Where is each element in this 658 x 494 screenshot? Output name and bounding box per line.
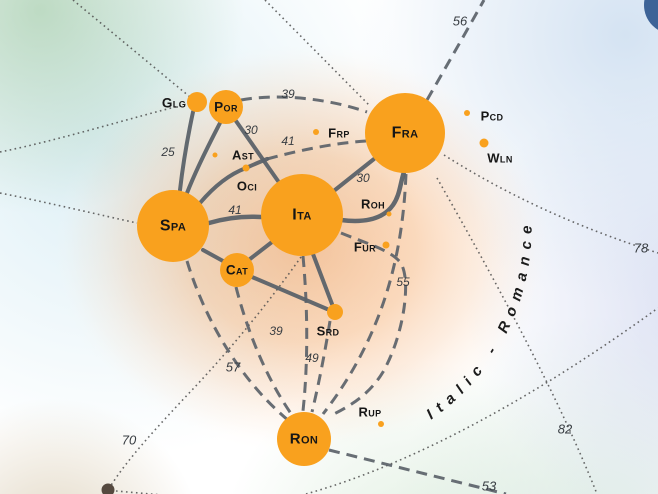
foreign-node-top-right [644, 0, 658, 30]
edge-fra-ron [321, 173, 408, 415]
edge-ita-ron [301, 255, 309, 412]
edge-spa-ita [206, 214, 264, 226]
edge-fra-ron-distance-label: 55 [396, 275, 410, 289]
edge-spa-ron-distance-label: 57 [226, 360, 241, 375]
boundary-fra-southeast [436, 177, 598, 494]
node-ast-label: Ast [232, 148, 254, 163]
edge-glg-spa [178, 110, 195, 192]
node-ron-label: Ron [290, 431, 319, 448]
node-fur [382, 241, 390, 249]
edge-fra-north [425, 0, 486, 101]
boundary-ita-southwest [109, 256, 302, 488]
foreign-node-bottom-left [101, 483, 115, 494]
edge-ita-fra [333, 157, 376, 192]
edge-por-spa [185, 121, 222, 195]
edge-cat-srd [250, 275, 329, 311]
edge-oci-fra [266, 139, 367, 161]
edge-por-fra [240, 95, 368, 114]
node-wln [479, 138, 489, 148]
node-fra-label: Fra [392, 125, 419, 142]
node-srd-label: Srd [317, 324, 340, 339]
edge-por-spa-distance-label: 25 [160, 145, 175, 159]
node-frp [313, 129, 319, 135]
node-ron [277, 412, 331, 466]
node-oci [242, 164, 250, 172]
node-rup-label: Rup [358, 405, 381, 420]
boundary-fra-southeast-distance-label: 82 [558, 422, 573, 437]
node-roh [386, 211, 392, 217]
edge-ron-southeast [328, 448, 507, 494]
node-cat-label: Cat [226, 263, 248, 278]
node-frp-label: Frp [328, 126, 350, 141]
edge-spa-cat [201, 248, 225, 263]
node-cat [220, 253, 254, 287]
node-wln-label: Wln [487, 151, 512, 166]
node-ita [261, 174, 343, 256]
edge-spa-ron [185, 260, 290, 423]
node-pcd [464, 110, 470, 116]
node-por-label: Por [214, 100, 238, 115]
edge-spa-ita-distance-label: 41 [228, 203, 241, 217]
boundary-spa-west [0, 192, 138, 224]
node-oci-label: Oci [237, 179, 257, 194]
node-glg-label: Glg [162, 96, 186, 111]
node-fur-label: Fur [354, 240, 376, 255]
boundary-glg-west [0, 103, 188, 153]
node-fra [365, 93, 445, 173]
edge-ron-southeast-distance-label: 53 [482, 479, 497, 494]
edge-por-ita-distance-label: 30 [244, 123, 258, 137]
edge-cat-ita [248, 240, 274, 261]
edge-ita-fra-distance-label: 30 [356, 171, 370, 185]
edge-ita-roh-fra [338, 169, 407, 224]
edge-oci-fra-distance-label: 41 [281, 134, 294, 148]
node-roh-label: Roh [361, 197, 385, 212]
node-pcd-label: Pcd [481, 109, 504, 124]
node-glg [187, 92, 207, 112]
node-spa-label: Spa [160, 218, 186, 235]
boundary-glg-north [72, 0, 191, 98]
node-srd [327, 304, 343, 320]
node-rup [378, 421, 384, 427]
edge-ita-srd [311, 252, 334, 306]
node-ita-label: Ita [292, 207, 312, 224]
boundary-dark-dot-east [115, 490, 160, 494]
boundary-fra-east-distance-label: 78 [634, 241, 649, 256]
node-por [209, 90, 243, 124]
node-ast [212, 152, 218, 158]
edge-por-ita [234, 119, 280, 183]
edge-por-fra-distance-label: 39 [281, 87, 295, 101]
edge-srd-ron [310, 320, 332, 413]
edge-ita-ron-distance-label: 49 [305, 351, 319, 365]
edge-ita-fur-ron [331, 231, 407, 417]
edge-fra-north-distance-label: 56 [453, 14, 468, 29]
node-spa [137, 190, 209, 262]
edge-cat-ron-distance-label: 39 [269, 324, 283, 338]
boundary-ita-southwest-distance-label: 70 [122, 433, 137, 448]
